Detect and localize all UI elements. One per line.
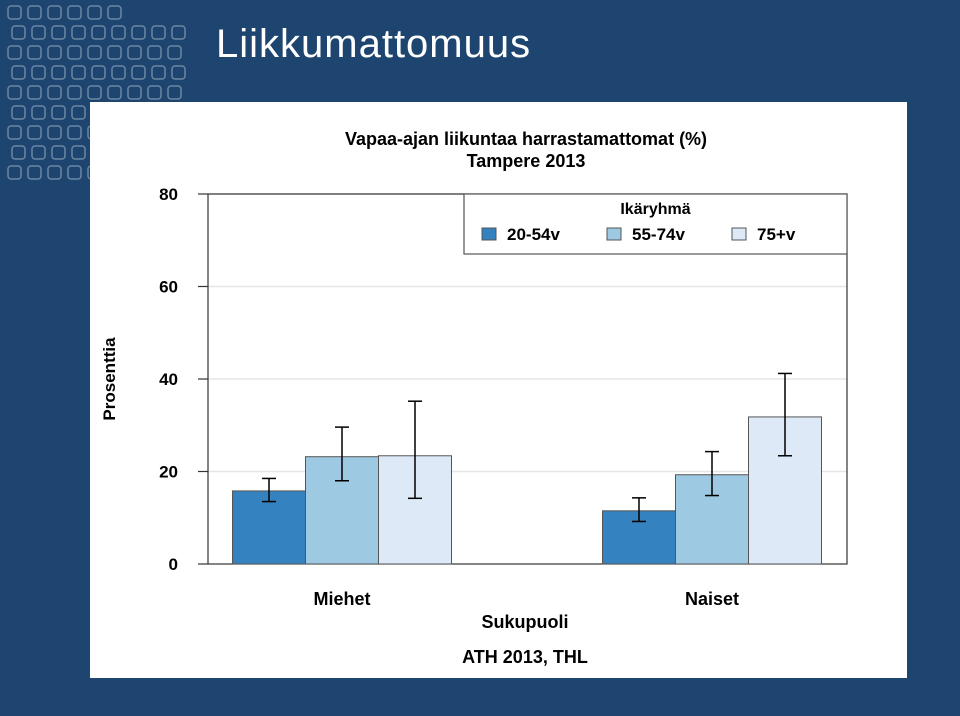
decorative-square bbox=[91, 25, 106, 40]
y-tick-label: 40 bbox=[159, 370, 178, 389]
decorative-square bbox=[111, 25, 126, 40]
decorative-square bbox=[27, 5, 42, 20]
decorative-square bbox=[47, 45, 62, 60]
decorative-square bbox=[51, 25, 66, 40]
bar bbox=[232, 490, 306, 565]
decorative-square bbox=[27, 165, 42, 180]
chart-title: Vapaa-ajan liikuntaa harrastamattomat (%… bbox=[345, 129, 707, 149]
x-tick-label: Naiset bbox=[685, 589, 739, 609]
decorative-square bbox=[27, 85, 42, 100]
decorative-square bbox=[87, 85, 102, 100]
legend-entry: 55-74v bbox=[632, 225, 685, 244]
decorative-square bbox=[151, 25, 166, 40]
slide-title: Liikkumattomuus bbox=[216, 22, 532, 66]
decorative-square bbox=[7, 5, 22, 20]
y-axis-label: Prosenttia bbox=[100, 337, 119, 421]
y-tick-label: 0 bbox=[169, 555, 178, 574]
legend-entry: 20-54v bbox=[507, 225, 560, 244]
decorative-square bbox=[67, 45, 82, 60]
decorative-square bbox=[67, 5, 82, 20]
source-label: ATH 2013, THL bbox=[462, 647, 588, 667]
decorative-square bbox=[11, 105, 26, 120]
legend-swatch bbox=[731, 227, 747, 241]
decorative-square bbox=[51, 105, 66, 120]
decorative-square bbox=[107, 45, 122, 60]
decorative-square bbox=[7, 85, 22, 100]
decorative-square bbox=[7, 165, 22, 180]
chart-subtitle: Tampere 2013 bbox=[467, 151, 586, 171]
plot-area: 0 20 40 60 80 Miehet Naiset Ikäryhmä 20-54v 55-74… bbox=[159, 185, 848, 609]
decorative-square bbox=[67, 165, 82, 180]
y-tick-label: 80 bbox=[159, 185, 178, 204]
decorative-square bbox=[87, 45, 102, 60]
decorative-square bbox=[47, 165, 62, 180]
decorative-square bbox=[27, 125, 42, 140]
decorative-square bbox=[71, 65, 86, 80]
decorative-square bbox=[7, 125, 22, 140]
decorative-square bbox=[91, 65, 106, 80]
decorative-square bbox=[47, 85, 62, 100]
decorative-square bbox=[127, 45, 142, 60]
y-tick-label: 20 bbox=[159, 463, 178, 482]
decorative-square bbox=[107, 5, 122, 20]
legend-swatch bbox=[481, 227, 497, 241]
x-tick-label: Miehet bbox=[313, 589, 370, 609]
decorative-square bbox=[71, 145, 86, 160]
legend-box bbox=[463, 193, 848, 255]
decorative-square bbox=[31, 145, 46, 160]
decorative-square bbox=[7, 45, 22, 60]
decorative-square bbox=[11, 25, 26, 40]
decorative-square bbox=[167, 85, 182, 100]
decorative-square bbox=[51, 65, 66, 80]
decorative-square bbox=[47, 125, 62, 140]
decorative-square bbox=[11, 145, 26, 160]
legend-entry: 75+v bbox=[757, 225, 796, 244]
decorative-square bbox=[147, 45, 162, 60]
decorative-square bbox=[47, 5, 62, 20]
decorative-square bbox=[71, 25, 86, 40]
chart-panel: Vapaa-ajan liikuntaa harrastamattomat (%… bbox=[90, 102, 907, 678]
decorative-square bbox=[51, 145, 66, 160]
decorative-square bbox=[171, 25, 186, 40]
x-axis-label: Sukupuoli bbox=[482, 612, 569, 632]
decorative-square bbox=[131, 65, 146, 80]
decorative-square bbox=[111, 65, 126, 80]
decorative-square bbox=[167, 45, 182, 60]
decorative-square bbox=[31, 65, 46, 80]
decorative-square bbox=[71, 105, 86, 120]
decorative-square bbox=[27, 45, 42, 60]
bar-chart: Vapaa-ajan liikuntaa harrastamattomat (%… bbox=[100, 129, 848, 667]
legend-title: Ikäryhmä bbox=[620, 201, 690, 218]
decorative-square bbox=[11, 65, 26, 80]
decorative-square bbox=[31, 25, 46, 40]
decorative-square bbox=[127, 85, 142, 100]
decorative-square bbox=[67, 125, 82, 140]
decorative-square bbox=[171, 65, 186, 80]
decorative-square bbox=[67, 85, 82, 100]
decorative-square bbox=[107, 85, 122, 100]
decorative-square bbox=[131, 25, 146, 40]
decorative-square bbox=[87, 5, 102, 20]
decorative-square bbox=[31, 105, 46, 120]
decorative-square bbox=[151, 65, 166, 80]
y-tick-label: 60 bbox=[159, 278, 178, 297]
legend-swatch bbox=[606, 227, 622, 241]
decorative-square bbox=[147, 85, 162, 100]
